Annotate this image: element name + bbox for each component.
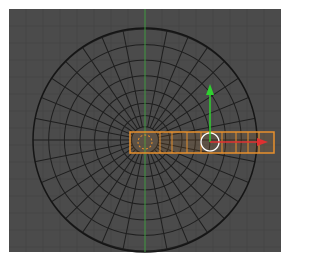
viewport xyxy=(0,0,285,257)
page: (() => { JSON.parse(document.getElementB… xyxy=(0,0,285,257)
